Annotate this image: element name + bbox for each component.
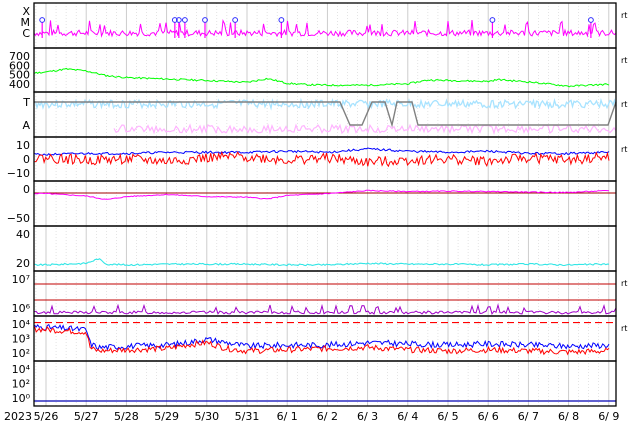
y-tick-label-dst: 0	[23, 183, 30, 196]
x-tick-label: 6/ 2	[317, 410, 338, 423]
alpha-series	[113, 123, 617, 136]
x-tick-label: 6/ 6	[478, 410, 499, 423]
flare-event-marker	[181, 17, 188, 23]
y-tick-label-neutron: 10⁴	[12, 363, 31, 376]
flare-event-marker	[171, 17, 178, 23]
panel-tag-electron: rt	[621, 324, 627, 333]
flare-event-marker	[232, 17, 239, 23]
x-tick-label: 6/ 5	[437, 410, 458, 423]
electron-flux_blue-series	[34, 323, 610, 351]
y-tick-label-ta: T	[22, 96, 30, 109]
y-tick-label-speed: 600	[9, 59, 30, 72]
data-layer	[33, 17, 617, 402]
bfield-bt-series	[34, 147, 610, 157]
x-tick-label: 5/27	[74, 410, 99, 423]
frame-layer	[33, 2, 617, 407]
solar-wind-speed-series	[34, 67, 610, 88]
x-tick-label: 5/31	[235, 410, 260, 423]
x-tick-label: 6/ 8	[558, 410, 579, 423]
y-tick-label-neutron: 10²	[12, 378, 30, 391]
flare-event-marker	[489, 17, 496, 23]
y-tick-label-speed: 400	[9, 78, 30, 91]
x-tick-label: 5/30	[194, 410, 219, 423]
bfield-bz-series	[34, 150, 610, 168]
x-tick-label: 6/ 4	[397, 410, 418, 423]
kp-series	[34, 258, 610, 267]
y-tick-label-electron: 10⁴	[12, 318, 31, 331]
flare-event-marker	[39, 17, 46, 23]
electron-flux_red-series	[34, 325, 610, 356]
x-tick-label: 5/26	[34, 410, 59, 423]
y-tick-label-dst: −50	[7, 212, 30, 225]
y-tick-label-xmc: M	[21, 16, 31, 29]
panel-tag-speed: rt	[621, 56, 627, 65]
flare-event-marker	[202, 17, 208, 23]
y-tick-label-bfield: 0	[23, 153, 30, 166]
y-tick-label-speed: 700	[9, 50, 30, 63]
y-tick-label-kp: 20	[16, 257, 30, 270]
y-tick-label-proton: 10⁷	[12, 273, 30, 286]
panel-tag-bfield: rt	[621, 145, 627, 154]
grid-layer	[35, 3, 610, 406]
label-layer: 5/26 5/27 5/28 5/29 5/30 5/31 6/ 1 6/ 2 6/ 3 6/ 4…	[7, 5, 628, 423]
panel-tag-ta: rt	[621, 100, 627, 109]
y-tick-label-xmc: C	[22, 27, 30, 40]
panel-tag-xmc: rt	[621, 11, 627, 20]
y-tick-label-speed: 500	[9, 69, 30, 82]
y-tick-label-kp: 40	[16, 228, 30, 241]
y-tick-label-ta: A	[22, 119, 30, 132]
y-tick-label-electron: 10³	[12, 333, 30, 346]
y-tick-label-bfield: −10	[7, 167, 30, 180]
flare-event-marker	[175, 17, 182, 23]
panel-tag-proton: rt	[621, 279, 627, 288]
x-tick-label: 6/ 1	[277, 410, 298, 423]
y-tick-label-proton: 10⁶	[12, 302, 31, 315]
y-tick-label-neutron: 10⁰	[12, 392, 31, 405]
x-tick-label: 5/28	[114, 410, 139, 423]
y-tick-label-electron: 10²	[12, 347, 30, 360]
panel-frame-neutron	[33, 360, 617, 407]
ta-status-series	[34, 101, 617, 128]
dst-series	[34, 189, 610, 200]
x-tick-label: 5/29	[154, 410, 179, 423]
temperature-series	[33, 97, 617, 111]
y-tick-label-bfield: 10	[16, 139, 30, 152]
x-tick-label: 6/ 3	[357, 410, 378, 423]
year-label: 2023	[4, 410, 32, 423]
xray-flux-series	[33, 18, 617, 38]
x-tick-label: 6/ 9	[598, 410, 619, 423]
proton-flux-series	[33, 303, 617, 316]
flare-event-marker	[588, 17, 594, 23]
y-tick-label-xmc: X	[22, 5, 30, 18]
flare-event-marker	[278, 17, 285, 23]
x-tick-label: 6/ 7	[518, 410, 539, 423]
